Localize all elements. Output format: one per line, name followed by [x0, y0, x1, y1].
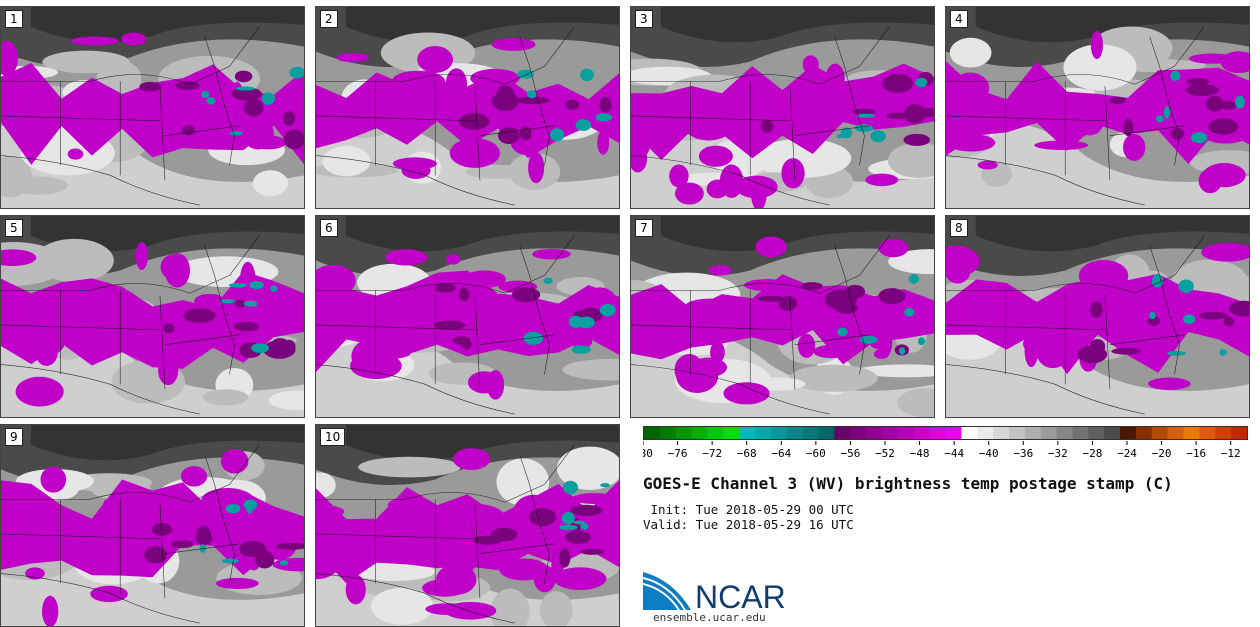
- colorbar-ticks: −80 −76 −72 −68 −64 −60 −56 −52 −48 −44 −40 −36 −32 −…: [643, 441, 1241, 460]
- colorbar-tick-label: −64: [771, 447, 791, 460]
- colorbar-bin: [1215, 427, 1232, 439]
- colorbar-bin: [675, 427, 693, 439]
- colorbar-tick-label: −36: [1013, 447, 1033, 460]
- colorbar-bin: [913, 427, 931, 439]
- ncar-logo: NCAR: [642, 570, 793, 616]
- colorbar-bin: [786, 427, 804, 439]
- colorbar-bin: [977, 427, 994, 439]
- ensemble-member-panel: 9: [0, 424, 305, 627]
- colorbar-tick-label: −60: [806, 447, 826, 460]
- colorbar-tick-label: −24: [1117, 447, 1137, 460]
- ensemble-member-panel: 2: [315, 6, 620, 209]
- colorbar-bin: [929, 427, 946, 439]
- colorbar-tick-label: −56: [840, 447, 860, 460]
- ensemble-member-panel: 10: [315, 424, 620, 627]
- colorbar-tick-label: −80: [643, 447, 653, 460]
- ensemble-member-panel: 8: [945, 215, 1250, 418]
- member-label: 8: [950, 219, 968, 237]
- colorbar-bin: [850, 427, 867, 439]
- init-time: Init: Tue 2018-05-29 00 UTC: [643, 502, 854, 517]
- ensemble-member-panel: 7: [630, 215, 935, 418]
- colorbar-tick-label: −68: [737, 447, 757, 460]
- colorbar-bin: [1231, 427, 1247, 439]
- colorbar-tick-label: −20: [1152, 447, 1172, 460]
- colorbar-bin: [1008, 427, 1026, 439]
- member-label: 2: [320, 10, 338, 28]
- colorbar-tick-label: −28: [1082, 447, 1102, 460]
- member-label: 9: [5, 428, 23, 446]
- colorbar-bin: [1056, 427, 1073, 439]
- colorbar-bin: [1151, 427, 1169, 439]
- colorbar-bin: [1167, 427, 1185, 439]
- colorbar-bin: [707, 427, 724, 439]
- colorbar-bin: [897, 427, 915, 439]
- colorbar-bin: [659, 427, 677, 439]
- colorbar-tick-label: −48: [910, 447, 930, 460]
- colorbar-tick-label: −40: [979, 447, 999, 460]
- colorbar-tick-label: −16: [1186, 447, 1206, 460]
- colorbar-bin: [945, 427, 962, 439]
- colorbar-bin: [755, 427, 772, 439]
- colorbar-bin: [882, 427, 899, 439]
- ensemble-member-panel: 1: [0, 6, 305, 209]
- colorbar-bin: [961, 427, 978, 439]
- colorbar-bin: [1072, 427, 1089, 439]
- valid-time: Valid: Tue 2018-05-29 16 UTC: [643, 517, 854, 532]
- member-label: 4: [950, 10, 968, 28]
- colorbar-tick-label: −52: [875, 447, 895, 460]
- colorbar-bin: [723, 427, 740, 439]
- member-label: 6: [320, 219, 338, 237]
- colorbar-bin: [802, 427, 820, 439]
- figure-title: GOES-E Channel 3 (WV) brightness temp po…: [643, 474, 1173, 493]
- member-label: 10: [320, 428, 346, 446]
- colorbar-tick-label: −72: [702, 447, 722, 460]
- logo-text: NCAR: [695, 579, 786, 612]
- member-label: 3: [635, 10, 653, 28]
- member-label: 5: [5, 219, 23, 237]
- colorbar-bin: [818, 427, 835, 439]
- colorbar-bin: [691, 427, 708, 439]
- colorbar-bin: [739, 427, 756, 439]
- ensemble-member-panel: 6: [315, 215, 620, 418]
- member-label: 1: [5, 10, 23, 28]
- ensemble-member-panel: 5: [0, 215, 305, 418]
- colorbar-bin: [1183, 427, 1200, 439]
- ensemble-member-panel: 3: [630, 6, 935, 209]
- colorbar-bin: [770, 427, 788, 439]
- colorbar-bin: [993, 427, 1010, 439]
- colorbar-bin: [1199, 427, 1216, 439]
- colorbar-bin: [1120, 427, 1137, 439]
- ensemble-member-panel: 4: [945, 6, 1250, 209]
- colorbar-bin: [1104, 427, 1121, 439]
- url-text: ensemble.ucar.edu: [653, 611, 766, 624]
- colorbar-bin: [1024, 427, 1042, 439]
- colorbar-tick-label: −76: [668, 447, 688, 460]
- colorbar-bin: [644, 427, 661, 439]
- colorbar-tick-label: −12: [1221, 447, 1241, 460]
- colorbar-tick-label: −44: [944, 447, 964, 460]
- colorbar-bin: [834, 427, 851, 439]
- colorbar-tick-label: −32: [1048, 447, 1068, 460]
- member-label: 7: [635, 219, 653, 237]
- colorbar-bin: [866, 427, 883, 439]
- colorbar-bin: [1088, 427, 1105, 439]
- colorbar: [643, 426, 1248, 440]
- colorbar-bin: [1040, 427, 1058, 439]
- colorbar-bin: [1135, 427, 1153, 439]
